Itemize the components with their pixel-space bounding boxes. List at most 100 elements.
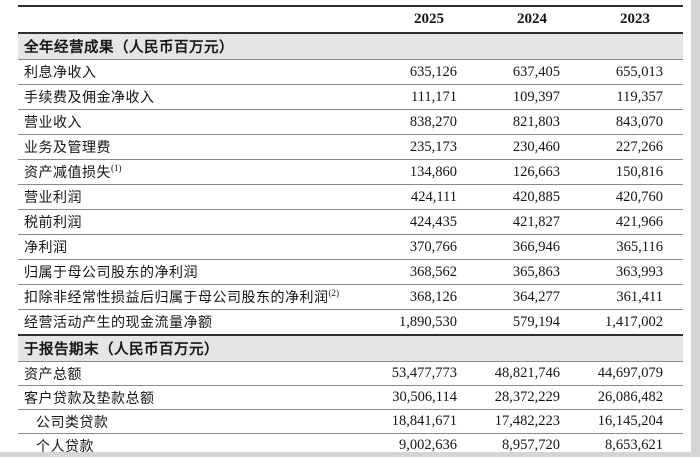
row-label: 资产总额 (18, 361, 354, 386)
year-column-header: 2024 (457, 6, 560, 34)
table-row: 利息净收入 635,126 637,405 655,013 (18, 59, 683, 85)
row-value-2024: 109,397 (457, 84, 560, 110)
row-label-text: 资产减值损失 (24, 166, 111, 181)
row-label: 手续费及佣金净收入 (18, 84, 354, 110)
row-label-text: 经营活动产生的现金流量净额 (24, 316, 213, 331)
row-value-2025: 1,890,530 (354, 309, 457, 336)
row-label: 利息净收入 (18, 59, 354, 85)
row-value-2025: 111,171 (354, 84, 457, 110)
table-row: 手续费及佣金净收入 111,171 109,397 119,357 (18, 84, 683, 110)
row-label-text: 客户贷款及垫款总额 (24, 391, 155, 407)
row-label-text: 营业收入 (24, 116, 82, 131)
row-label-text: 营业利润 (24, 191, 82, 206)
section-header-row: 全年经营成果（人民币百万元） (18, 33, 683, 60)
row-label: 税前利润 (18, 209, 354, 235)
row-value-2025: 368,562 (354, 259, 457, 285)
row-label: 营业利润 (18, 184, 354, 210)
section-header-label: 全年经营成果（人民币百万元） (18, 33, 683, 60)
row-value-2024: 364,277 (457, 284, 560, 310)
row-label: 客户贷款及垫款总额 (18, 385, 354, 410)
row-value-2024: 821,803 (457, 109, 560, 135)
footnote-marker: (1) (111, 163, 122, 173)
table-row: 营业收入 838,270 821,803 843,070 (18, 109, 683, 135)
table-row: 税前利润 424,435 421,827 421,966 (18, 209, 683, 235)
row-value-2023: 421,966 (560, 209, 683, 235)
row-value-2025: 370,766 (354, 234, 457, 260)
row-value-2024: 8,957,720 (457, 433, 560, 452)
footnote-marker: (2) (328, 288, 340, 298)
row-value-2025: 30,506,114 (354, 385, 457, 410)
row-label-text: 公司类贷款 (36, 415, 109, 431)
row-label-text: 个人贷款 (36, 439, 94, 453)
row-value-2023: 150,816 (560, 159, 683, 185)
row-value-2023: 1,417,002 (560, 309, 683, 336)
year-column-header: 2025 (354, 6, 457, 34)
row-value-2025: 134,860 (354, 159, 457, 185)
row-value-2023: 26,086,482 (560, 385, 683, 410)
row-value-2023: 420,760 (560, 184, 683, 210)
row-value-2024: 421,827 (457, 209, 560, 235)
row-label: 资产减值损失(1) (18, 159, 354, 185)
row-value-2024: 28,372,229 (457, 385, 560, 410)
row-value-2023: 363,993 (560, 259, 683, 285)
row-value-2023: 361,411 (560, 284, 683, 310)
row-value-2023: 44,697,079 (560, 361, 683, 386)
row-label: 归属于母公司股东的净利润 (18, 259, 354, 285)
row-value-2024: 126,663 (457, 159, 560, 185)
row-value-2023: 655,013 (560, 59, 683, 85)
table-row: 业务及管理费 235,173 230,460 227,266 (18, 134, 683, 160)
row-value-2025: 838,270 (354, 109, 457, 135)
row-value-2025: 18,841,671 (354, 409, 457, 434)
table-row: 归属于母公司股东的净利润 368,562 365,863 363,993 (18, 259, 683, 285)
row-value-2023: 227,266 (560, 134, 683, 160)
row-label-text: 业务及管理费 (24, 141, 111, 156)
row-value-2023: 365,116 (560, 234, 683, 260)
row-value-2024: 230,460 (457, 134, 560, 160)
row-label-text: 扣除非经常性损益后归属于母公司股东的净利润 (24, 291, 329, 306)
table-row: 营业利润 424,111 420,885 420,760 (18, 184, 683, 210)
header-label-spacer (18, 6, 354, 34)
table-row: 个人贷款 9,002,636 8,957,720 8,653,621 (18, 433, 683, 453)
row-value-2025: 235,173 (354, 134, 457, 160)
row-value-2024: 637,405 (457, 59, 560, 85)
row-label: 个人贷款 (18, 433, 354, 453)
row-value-2024: 48,821,746 (457, 361, 560, 386)
row-label: 净利润 (18, 234, 354, 260)
table-row: 经营活动产生的现金流量净额 1,890,530 579,194 1,417,002 (18, 309, 683, 336)
row-value-2023: 16,145,204 (560, 409, 683, 434)
row-value-2025: 368,126 (354, 284, 457, 310)
row-label-text: 资产总额 (24, 367, 82, 383)
row-value-2023: 843,070 (560, 109, 683, 135)
row-value-2024: 420,885 (457, 184, 560, 210)
row-value-2024: 365,863 (457, 259, 560, 285)
row-value-2024: 579,194 (457, 309, 560, 336)
row-label: 业务及管理费 (18, 134, 354, 160)
row-value-2024: 366,946 (457, 234, 560, 260)
row-label-text: 净利润 (24, 241, 68, 256)
row-value-2025: 424,435 (354, 209, 457, 235)
section-header-row: 于报告期末（人民币百万元） (18, 335, 683, 362)
table-row: 公司类贷款 18,841,671 17,482,223 16,145,204 (18, 409, 683, 434)
table-row: 净利润 370,766 366,946 365,116 (18, 234, 683, 260)
row-value-2025: 424,111 (354, 184, 457, 210)
row-value-2023: 8,653,621 (560, 433, 683, 452)
table-row: 客户贷款及垫款总额 30,506,114 28,372,229 26,086,482 (18, 385, 683, 410)
row-value-2025: 53,477,773 (354, 361, 457, 386)
row-value-2025: 9,002,636 (354, 433, 457, 452)
row-label-text: 归属于母公司股东的净利润 (24, 266, 198, 281)
year-header-row: 2025 2024 2023 (18, 6, 683, 34)
financial-summary-table: 2025 2024 2023 全年经营成果（人民币百万元） 利息净收入 635,126 6… (18, 5, 683, 452)
table-row: 资产总额 53,477,773 48,821,746 44,697,079 (18, 361, 683, 386)
row-label-text: 利息净收入 (24, 66, 97, 81)
row-label-text: 手续费及佣金净收入 (24, 91, 155, 106)
row-value-2023: 119,357 (560, 84, 683, 110)
year-column-header: 2023 (560, 6, 683, 34)
section-header-label: 于报告期末（人民币百万元） (18, 335, 683, 362)
row-value-2024: 17,482,223 (457, 409, 560, 434)
row-label-text: 税前利润 (24, 216, 82, 231)
row-label: 经营活动产生的现金流量净额 (18, 309, 354, 336)
table-row: 资产减值损失(1) 134,860 126,663 150,816 (18, 159, 683, 185)
row-label: 营业收入 (18, 109, 354, 135)
row-value-2025: 635,126 (354, 59, 457, 85)
financial-report-page: 2025 2024 2023 全年经营成果（人民币百万元） 利息净收入 635,126 6… (0, 0, 691, 452)
